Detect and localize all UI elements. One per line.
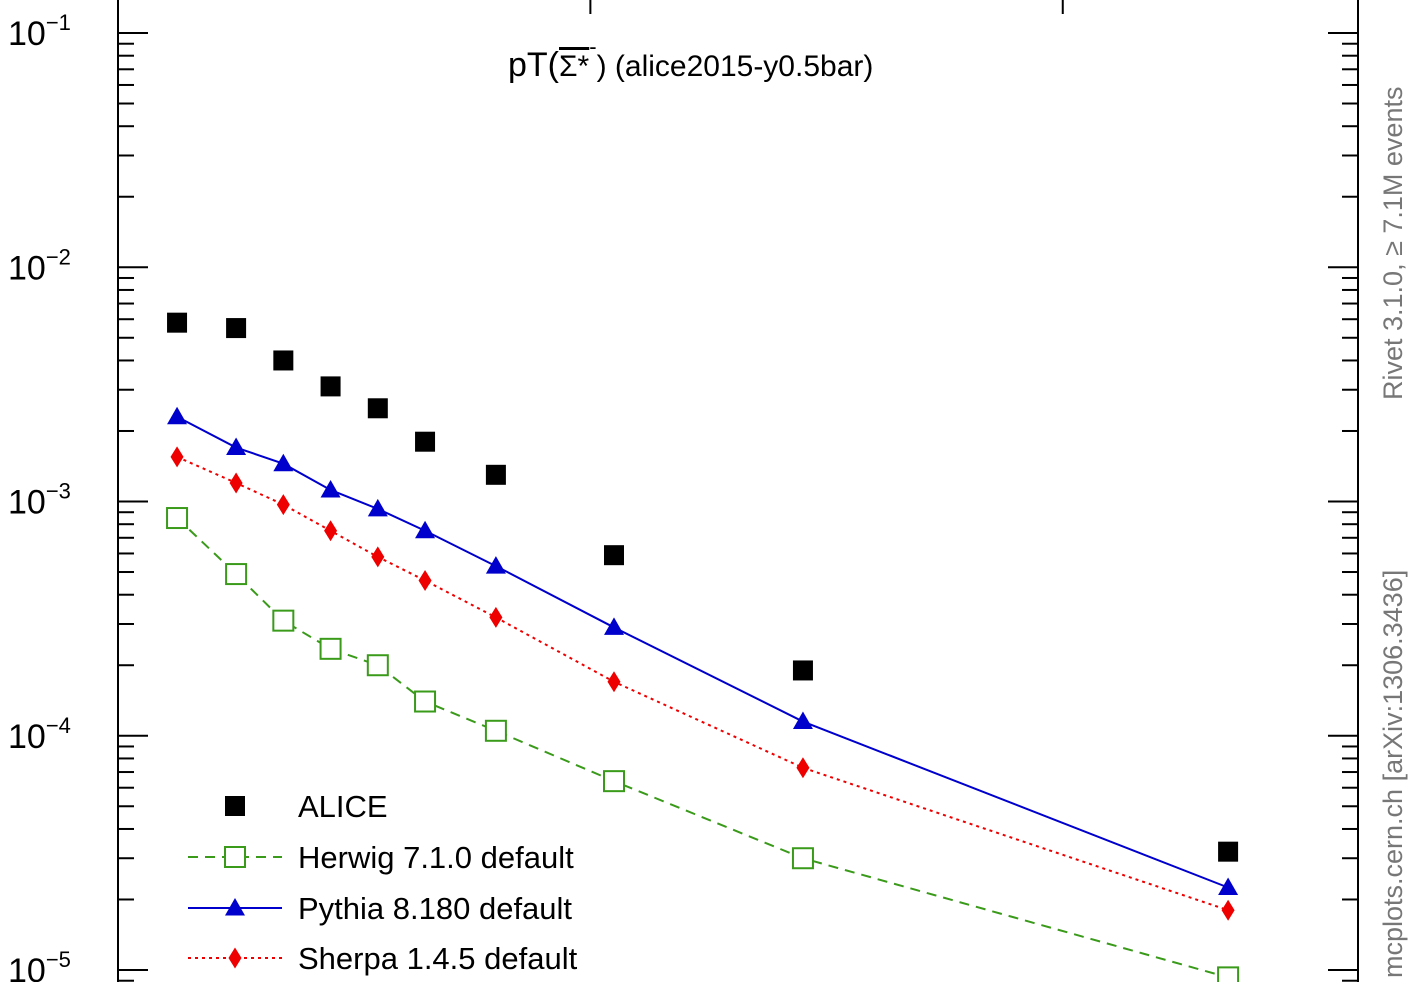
chart-title-particle: Σ* <box>559 50 590 83</box>
data-point-sherpa <box>324 520 338 542</box>
data-point-pythia <box>167 406 188 425</box>
data-point-herwig <box>366 654 389 677</box>
data-point-herwig <box>603 770 625 793</box>
legend-label: Pythia 8.180 default <box>298 891 572 926</box>
chart-title-prefix: pT( <box>508 46 560 84</box>
data-point-alice <box>226 318 247 339</box>
data-point-herwig <box>484 719 507 742</box>
data-point-alice <box>320 376 341 397</box>
data-point-sherpa <box>276 494 290 516</box>
data-point-sherpa <box>371 546 385 568</box>
data-point-alice <box>1218 841 1239 862</box>
data-point-pythia <box>320 479 341 498</box>
data-point-pythia <box>415 520 436 539</box>
data-point-alice <box>485 464 506 485</box>
data-point-pythia <box>367 498 388 517</box>
data-point-alice <box>367 398 388 419</box>
chart-title-charge: - <box>589 34 596 59</box>
data-point-alice <box>604 545 624 566</box>
data-point-alice <box>792 660 813 681</box>
mcplots-label: mcplots.cern.ch [arXiv:1306.3436] <box>1378 570 1408 978</box>
data-point-sherpa <box>1221 899 1235 921</box>
legend-label: Herwig 7.1.0 default <box>298 840 574 875</box>
data-point-sherpa <box>229 472 243 494</box>
legend-marker <box>225 898 245 916</box>
data-point-alice <box>415 431 436 452</box>
data-point-herwig <box>1217 966 1240 982</box>
data-point-pythia <box>604 617 624 635</box>
data-point-pythia <box>226 437 247 456</box>
data-point-herwig <box>414 690 437 713</box>
legend-marker <box>225 796 245 816</box>
chart-title: pT(Σ*-) (alice2015-y0.5bar) <box>508 34 873 84</box>
data-point-pythia <box>792 711 813 730</box>
legend-label: Sherpa 1.4.5 default <box>298 941 578 976</box>
data-point-sherpa <box>489 606 503 628</box>
data-point-herwig <box>319 637 342 660</box>
data-point-sherpa <box>170 446 184 468</box>
data-point-herwig <box>791 847 814 870</box>
chart-title-suffix: ) (alice2015-y0.5bar) <box>597 50 874 83</box>
legend-label: ALICE <box>298 789 388 824</box>
series-markers <box>166 312 1240 982</box>
y-tick-label: 10−4 <box>8 713 71 756</box>
data-point-herwig <box>272 609 295 632</box>
legend: ALICE Herwig 7.1.0 default Pythia 8.180 de… <box>188 789 578 976</box>
y-tick-labels: 10−5 10−4 10−3 10−2 10−1 <box>8 10 71 982</box>
data-point-pythia <box>273 453 294 472</box>
series-line <box>176 455 1229 912</box>
data-point-pythia <box>1218 877 1239 896</box>
data-point-sherpa <box>418 569 432 591</box>
plot-frame <box>117 0 1359 982</box>
y-tick-label: 10−1 <box>8 10 71 53</box>
rivet-version-label: Rivet 3.1.0, ≥ 7.1M events <box>1378 87 1408 400</box>
y-tick-label: 10−5 <box>8 947 71 982</box>
y-tick-label: 10−3 <box>8 479 71 522</box>
series-lines <box>176 415 1229 979</box>
data-point-alice <box>167 312 188 333</box>
data-point-sherpa <box>607 671 621 693</box>
legend-marker <box>228 947 242 969</box>
legend-marker <box>224 846 246 868</box>
data-point-herwig <box>166 507 189 530</box>
series-line <box>176 517 1229 979</box>
data-point-sherpa <box>796 757 810 779</box>
series-line <box>176 415 1229 889</box>
data-point-herwig <box>225 563 248 586</box>
data-point-pythia <box>485 556 506 574</box>
axis-ticks <box>118 0 1358 982</box>
y-tick-label: 10−2 <box>8 244 71 287</box>
data-point-alice <box>273 350 294 371</box>
